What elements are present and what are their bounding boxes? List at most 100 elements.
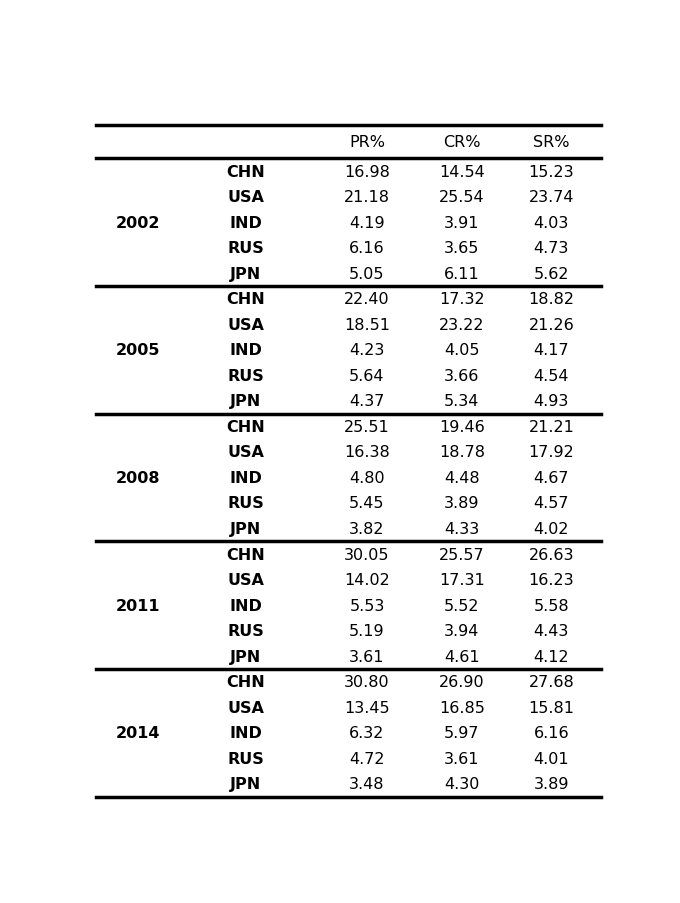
Text: 5.64: 5.64 — [350, 368, 385, 384]
Text: JPN: JPN — [230, 777, 261, 791]
Text: 23.22: 23.22 — [439, 317, 485, 332]
Text: 5.58: 5.58 — [534, 598, 569, 613]
Text: 4.72: 4.72 — [350, 751, 385, 766]
Text: 3.91: 3.91 — [444, 216, 479, 230]
Text: 18.82: 18.82 — [528, 292, 575, 307]
Text: RUS: RUS — [227, 368, 264, 384]
Text: 5.62: 5.62 — [534, 266, 569, 282]
Text: RUS: RUS — [227, 241, 264, 256]
Text: 5.53: 5.53 — [350, 598, 385, 613]
Text: IND: IND — [229, 343, 262, 358]
Text: 3.48: 3.48 — [350, 777, 385, 791]
Text: CHN: CHN — [226, 164, 265, 180]
Text: CHN: CHN — [226, 292, 265, 307]
Text: 3.66: 3.66 — [444, 368, 479, 384]
Text: 17.32: 17.32 — [439, 292, 485, 307]
Text: 4.17: 4.17 — [534, 343, 569, 358]
Text: 4.03: 4.03 — [534, 216, 569, 230]
Text: 16.38: 16.38 — [344, 445, 390, 460]
Text: 4.73: 4.73 — [534, 241, 569, 256]
Text: 5.52: 5.52 — [444, 598, 479, 613]
Text: 6.16: 6.16 — [534, 725, 569, 740]
Text: JPN: JPN — [230, 649, 261, 664]
Text: 30.80: 30.80 — [344, 675, 390, 690]
Text: 13.45: 13.45 — [344, 700, 390, 715]
Text: 3.61: 3.61 — [444, 751, 479, 766]
Text: 3.94: 3.94 — [444, 623, 479, 638]
Text: IND: IND — [229, 598, 262, 613]
Text: 30.05: 30.05 — [344, 547, 390, 562]
Text: 3.89: 3.89 — [444, 496, 479, 511]
Text: 26.63: 26.63 — [528, 547, 574, 562]
Text: JPN: JPN — [230, 394, 261, 409]
Text: 4.30: 4.30 — [444, 777, 479, 791]
Text: 4.23: 4.23 — [350, 343, 385, 358]
Text: 21.18: 21.18 — [344, 190, 390, 205]
Text: 15.23: 15.23 — [528, 164, 574, 180]
Text: 18.51: 18.51 — [344, 317, 390, 332]
Text: 14.54: 14.54 — [439, 164, 485, 180]
Text: 18.78: 18.78 — [439, 445, 485, 460]
Text: 6.11: 6.11 — [444, 266, 479, 282]
Text: 4.80: 4.80 — [349, 470, 385, 486]
Text: 4.93: 4.93 — [534, 394, 569, 409]
Text: 4.12: 4.12 — [534, 649, 569, 664]
Text: IND: IND — [229, 470, 262, 486]
Text: USA: USA — [227, 700, 264, 715]
Text: SR%: SR% — [533, 135, 570, 150]
Text: 14.02: 14.02 — [344, 573, 390, 588]
Text: 5.19: 5.19 — [349, 623, 385, 638]
Text: 4.37: 4.37 — [350, 394, 385, 409]
Text: 5.45: 5.45 — [350, 496, 385, 511]
Text: 21.21: 21.21 — [528, 419, 575, 434]
Text: 6.32: 6.32 — [350, 725, 385, 740]
Text: 3.89: 3.89 — [534, 777, 569, 791]
Text: JPN: JPN — [230, 521, 261, 536]
Text: 17.92: 17.92 — [528, 445, 575, 460]
Text: PR%: PR% — [349, 135, 385, 150]
Text: 17.31: 17.31 — [439, 573, 485, 588]
Text: 4.19: 4.19 — [349, 216, 385, 230]
Text: 19.46: 19.46 — [439, 419, 485, 434]
Text: 2014: 2014 — [116, 725, 160, 740]
Text: 25.57: 25.57 — [439, 547, 485, 562]
Text: 5.34: 5.34 — [444, 394, 479, 409]
Text: USA: USA — [227, 190, 264, 205]
Text: 16.98: 16.98 — [344, 164, 390, 180]
Text: RUS: RUS — [227, 751, 264, 766]
Text: 4.33: 4.33 — [444, 521, 479, 536]
Text: 2011: 2011 — [116, 598, 160, 613]
Text: 27.68: 27.68 — [528, 675, 575, 690]
Text: 15.81: 15.81 — [528, 700, 575, 715]
Text: 21.26: 21.26 — [528, 317, 575, 332]
Text: 4.48: 4.48 — [444, 470, 479, 486]
Text: 3.65: 3.65 — [444, 241, 479, 256]
Text: CR%: CR% — [443, 135, 481, 150]
Text: 22.40: 22.40 — [344, 292, 390, 307]
Text: JPN: JPN — [230, 266, 261, 282]
Text: RUS: RUS — [227, 623, 264, 638]
Text: 4.67: 4.67 — [534, 470, 569, 486]
Text: 16.23: 16.23 — [528, 573, 574, 588]
Text: 3.82: 3.82 — [350, 521, 385, 536]
Text: USA: USA — [227, 317, 264, 332]
Text: RUS: RUS — [227, 496, 264, 511]
Text: 23.74: 23.74 — [528, 190, 574, 205]
Text: 25.51: 25.51 — [344, 419, 390, 434]
Text: 16.85: 16.85 — [439, 700, 485, 715]
Text: USA: USA — [227, 573, 264, 588]
Text: 4.54: 4.54 — [534, 368, 569, 384]
Text: 4.02: 4.02 — [534, 521, 569, 536]
Text: CHN: CHN — [226, 675, 265, 690]
Text: IND: IND — [229, 216, 262, 230]
Text: 4.05: 4.05 — [444, 343, 479, 358]
Text: 6.16: 6.16 — [349, 241, 385, 256]
Text: 4.43: 4.43 — [534, 623, 569, 638]
Text: IND: IND — [229, 725, 262, 740]
Text: 4.61: 4.61 — [444, 649, 479, 664]
Text: 4.01: 4.01 — [534, 751, 569, 766]
Text: 2008: 2008 — [116, 470, 160, 486]
Text: CHN: CHN — [226, 419, 265, 434]
Text: 2002: 2002 — [116, 216, 160, 230]
Text: 4.57: 4.57 — [534, 496, 569, 511]
